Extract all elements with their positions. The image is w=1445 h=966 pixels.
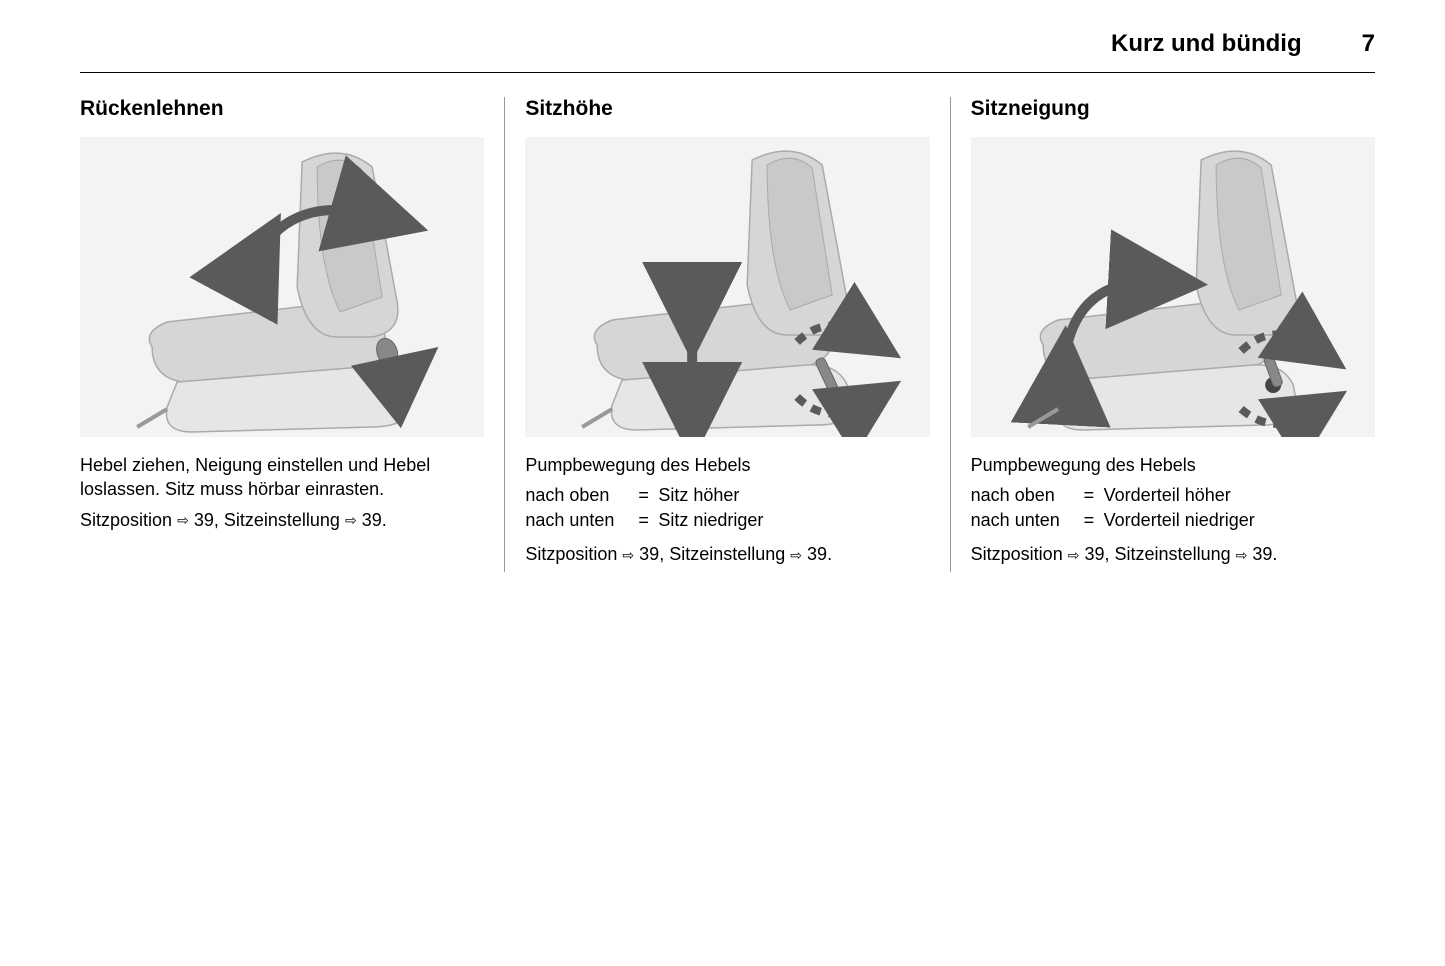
- def-equals: =: [1084, 508, 1096, 532]
- ref-page: 39: [362, 510, 382, 530]
- col-heading: Rückenlehnen: [80, 97, 484, 121]
- ref-prefix: Sitzposition: [525, 544, 617, 564]
- description-text: Pumpbewegung des Hebels: [525, 453, 929, 477]
- col-heading: Sitzneigung: [971, 97, 1375, 121]
- definition-row: nach oben = Vorderteil höher: [971, 483, 1375, 507]
- definition-table: nach oben = Sitz höher nach unten = Sitz…: [525, 483, 929, 532]
- def-label: nach unten: [525, 508, 630, 532]
- definition-row: nach unten = Sitz niedriger: [525, 508, 929, 532]
- ref-page: 39: [1084, 544, 1104, 564]
- def-label: nach oben: [971, 483, 1076, 507]
- def-value: Vorderteil niedriger: [1104, 508, 1255, 532]
- page-number: 7: [1362, 30, 1375, 58]
- seat-illustration-svg: [525, 137, 929, 437]
- def-equals: =: [1084, 483, 1096, 507]
- cross-reference: Sitzposition ⇨ 39, Sitzeinstellung ⇨ 39.: [971, 542, 1375, 566]
- ref-arrow-icon: ⇨: [177, 511, 189, 530]
- description-text: Hebel ziehen, Neigung einstellen und Heb…: [80, 453, 484, 502]
- col-heading: Sitzhöhe: [525, 97, 929, 121]
- ref-page: 39: [194, 510, 214, 530]
- def-value: Sitz höher: [658, 483, 739, 507]
- ref-prefix: Sitzposition: [80, 510, 172, 530]
- ref-page: 39: [807, 544, 827, 564]
- figure-tilt: [971, 137, 1375, 437]
- ref-arrow-icon: ⇨: [1068, 546, 1080, 565]
- ref-prefix: Sitzeinstellung: [1115, 544, 1231, 564]
- figure-backrest: [80, 137, 484, 437]
- definition-table: nach oben = Vorderteil höher nach unten …: [971, 483, 1375, 532]
- ref-page: 39: [1252, 544, 1272, 564]
- seat-illustration-svg: [80, 137, 484, 437]
- ref-prefix: Sitzeinstellung: [224, 510, 340, 530]
- def-equals: =: [638, 483, 650, 507]
- cross-reference: Sitzposition ⇨ 39, Sitzeinstellung ⇨ 39.: [80, 508, 484, 532]
- def-value: Vorderteil höher: [1104, 483, 1231, 507]
- description-text: Pumpbewegung des Hebels: [971, 453, 1375, 477]
- ref-arrow-icon: ⇨: [1236, 546, 1248, 565]
- ref-arrow-icon: ⇨: [622, 546, 634, 565]
- column-backrest: Rückenlehnen: [80, 97, 505, 572]
- cross-reference: Sitzposition ⇨ 39, Sitzeinstellung ⇨ 39.: [525, 542, 929, 566]
- ref-prefix: Sitzeinstellung: [669, 544, 785, 564]
- column-height: Sitzhöhe Pu: [505, 97, 950, 572]
- figure-height: [525, 137, 929, 437]
- def-value: Sitz niedriger: [658, 508, 763, 532]
- ref-prefix: Sitzposition: [971, 544, 1063, 564]
- page-header: Kurz und bündig 7: [80, 30, 1375, 73]
- def-equals: =: [638, 508, 650, 532]
- seat-illustration-svg: [971, 137, 1375, 437]
- def-label: nach oben: [525, 483, 630, 507]
- section-title: Kurz und bündig: [1111, 30, 1302, 58]
- ref-page: 39: [639, 544, 659, 564]
- definition-row: nach oben = Sitz höher: [525, 483, 929, 507]
- ref-arrow-icon: ⇨: [790, 546, 802, 565]
- definition-row: nach unten = Vorderteil niedriger: [971, 508, 1375, 532]
- def-label: nach unten: [971, 508, 1076, 532]
- content-columns: Rückenlehnen: [80, 97, 1375, 572]
- ref-arrow-icon: ⇨: [345, 511, 357, 530]
- column-tilt: Sitzneigung: [951, 97, 1375, 572]
